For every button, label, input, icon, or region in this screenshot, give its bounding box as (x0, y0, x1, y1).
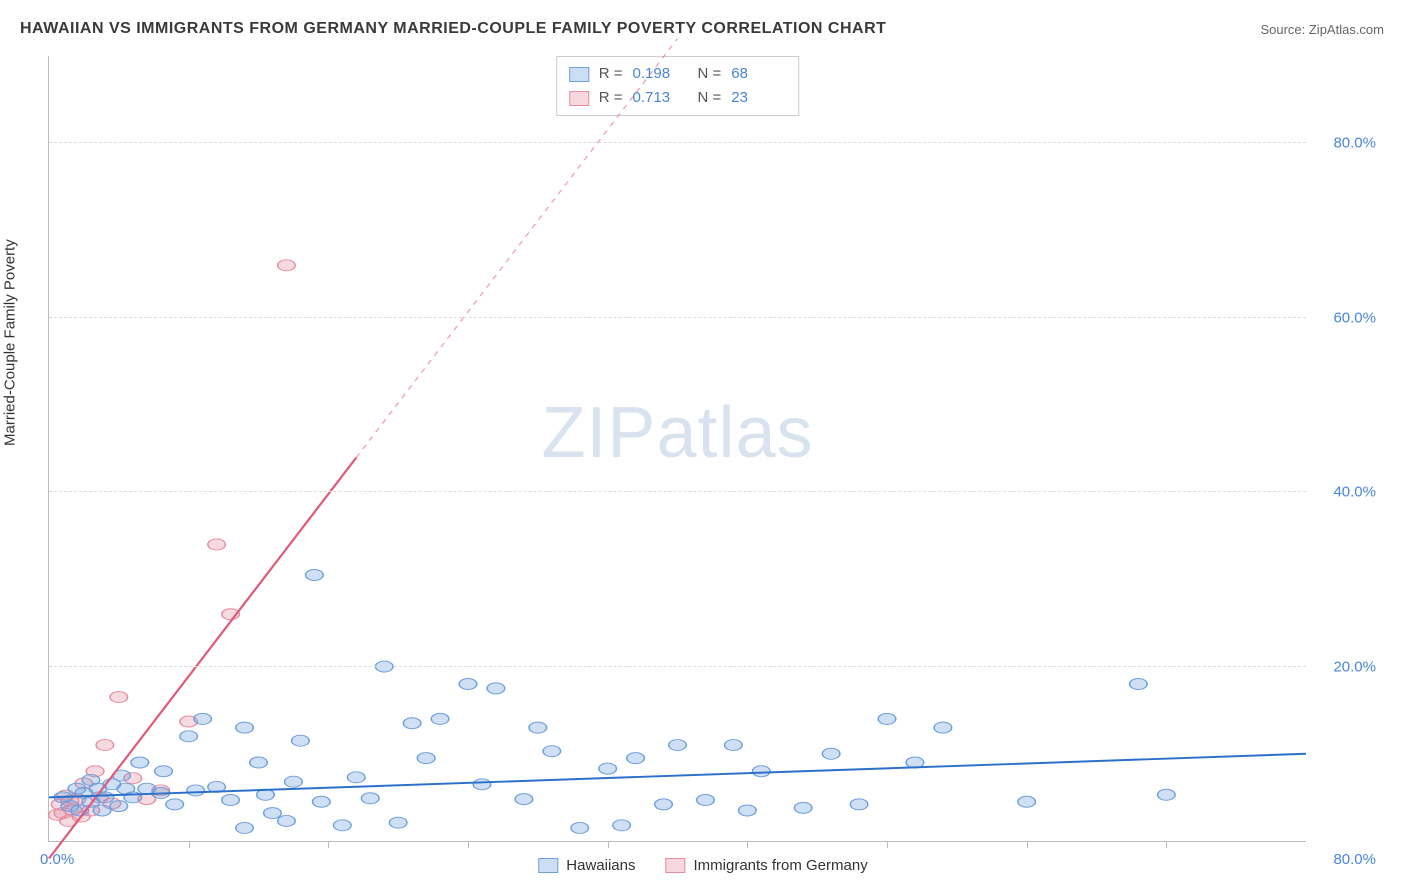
y-tick-label: 60.0% (1316, 309, 1376, 326)
source-name: ZipAtlas.com (1309, 22, 1384, 37)
blue-point (669, 740, 687, 751)
x-tick (189, 841, 190, 848)
legend-item: Immigrants from Germany (666, 857, 868, 874)
blue-point (431, 713, 449, 724)
blue-point (1018, 796, 1036, 807)
blue-point (529, 722, 547, 733)
blue-point (250, 757, 268, 768)
blue-point (697, 795, 715, 806)
legend-item: Hawaiians (538, 857, 635, 874)
blue-point (487, 683, 505, 694)
gridline-h (49, 666, 1306, 667)
gridline-h (49, 317, 1306, 318)
blue-point (1158, 789, 1176, 800)
pink-point (110, 692, 128, 703)
x-tick (1027, 841, 1028, 848)
y-tick-label: 20.0% (1316, 658, 1376, 675)
blue-point (285, 776, 303, 787)
blue-point (222, 795, 240, 806)
blue-point (278, 815, 296, 826)
blue-point (613, 820, 631, 831)
blue-point (753, 766, 771, 777)
blue-point (571, 822, 589, 833)
blue-point (794, 802, 812, 813)
blue-point (627, 753, 645, 764)
blue-point (739, 805, 757, 816)
pink-point (96, 740, 114, 751)
scatter-svg (49, 56, 1306, 841)
blue-point (110, 801, 128, 812)
blue-point (822, 748, 840, 759)
blue-point (473, 779, 491, 790)
blue-point (725, 740, 743, 751)
pink-trendline (49, 458, 356, 859)
source-prefix: Source: (1260, 22, 1308, 37)
blue-trendline (49, 754, 1306, 798)
blue-point (264, 808, 282, 819)
blue-point (389, 817, 407, 828)
x-tick (468, 841, 469, 848)
blue-point (313, 796, 331, 807)
blue-point (155, 766, 173, 777)
blue-point (403, 718, 421, 729)
legend-label: Immigrants from Germany (694, 857, 868, 874)
blue-point (850, 799, 868, 810)
axis-origin-label: 0.0% (40, 851, 74, 868)
blue-point (306, 569, 324, 580)
blue-point (292, 735, 310, 746)
blue-point (655, 799, 673, 810)
x-tick (1166, 841, 1167, 848)
pink-point (208, 539, 226, 550)
blue-point (878, 713, 896, 724)
blue-point (334, 820, 352, 831)
blue-point (93, 805, 111, 816)
gridline-h (49, 142, 1306, 143)
chart-title: HAWAIIAN VS IMMIGRANTS FROM GERMANY MARR… (20, 20, 886, 38)
pink-trendline-dashed (356, 39, 677, 458)
blue-point (515, 794, 533, 805)
source-label: Source: ZipAtlas.com (1260, 22, 1384, 37)
series-legend: Hawaiians Immigrants from Germany (538, 857, 867, 874)
blue-point (187, 785, 205, 796)
legend-label: Hawaiians (566, 857, 635, 874)
blue-point (543, 746, 561, 757)
blue-point (347, 772, 365, 783)
blue-point (194, 713, 212, 724)
pink-point (278, 260, 296, 271)
blue-point (131, 757, 149, 768)
y-tick-label: 80.0% (1316, 135, 1376, 152)
blue-point (934, 722, 952, 733)
x-tick (747, 841, 748, 848)
legend-swatch (538, 858, 558, 873)
x-axis-max-label: 80.0% (1333, 851, 1376, 868)
blue-point (236, 822, 254, 833)
chart-plot-area: ZIPatlas R =0.198N =68R =0.713N =23 20.0… (48, 56, 1306, 842)
blue-point (236, 722, 254, 733)
legend-swatch (666, 858, 686, 873)
blue-point (417, 753, 435, 764)
gridline-h (49, 491, 1306, 492)
y-tick-label: 40.0% (1316, 484, 1376, 501)
blue-point (180, 731, 198, 742)
x-tick (328, 841, 329, 848)
blue-point (599, 763, 617, 774)
x-tick (608, 841, 609, 848)
y-axis-label: Married-Couple Family Poverty (2, 239, 19, 446)
blue-point (166, 799, 184, 810)
blue-point (1130, 679, 1148, 690)
blue-point (459, 679, 477, 690)
blue-point (361, 793, 379, 804)
x-tick (887, 841, 888, 848)
